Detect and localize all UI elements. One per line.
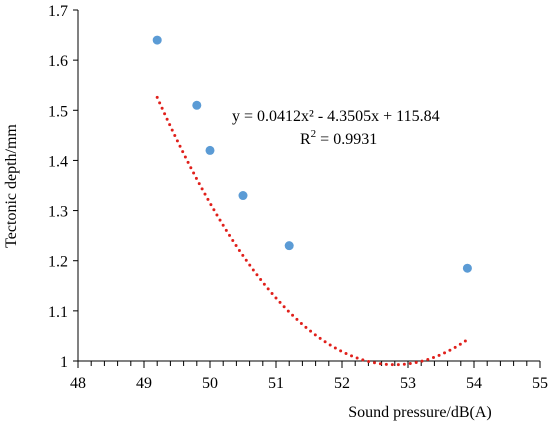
data-point — [238, 191, 248, 201]
r-squared-label: R2 = 0.9931 — [300, 128, 377, 148]
y-tick-label: 1.3 — [48, 204, 68, 221]
x-tick-label: 48 — [70, 375, 86, 392]
x-axis-title: Sound pressure/dB(A) — [348, 404, 492, 421]
data-point — [192, 100, 202, 110]
x-tick-label: 54 — [466, 375, 482, 392]
y-axis-ticks: 1 1.1 1.2 1.3 1.4 1.5 1.6 1.7 — [48, 3, 78, 371]
y-axis-title: Tectonic depth/mm — [3, 124, 20, 248]
x-axis-ticks: 48 49 50 51 52 53 54 55 — [70, 361, 548, 392]
x-tick-label: 51 — [268, 375, 284, 392]
x-tick-label: 49 — [136, 375, 152, 392]
x-tick-label: 55 — [532, 375, 548, 392]
data-point — [462, 263, 472, 273]
trendline-equation: y = 0.0412x² - 4.3505x + 115.84 — [232, 108, 440, 125]
x-tick-label: 50 — [202, 375, 218, 392]
data-point — [284, 241, 294, 251]
y-tick-label: 1.2 — [48, 254, 68, 271]
y-tick-label: 1.5 — [48, 103, 68, 120]
x-tick-label: 52 — [334, 375, 350, 392]
trendline — [155, 95, 469, 367]
y-tick-label: 1 — [60, 354, 68, 371]
y-tick-label: 1.7 — [48, 3, 68, 20]
data-point — [205, 145, 215, 155]
trendline-curve — [155, 95, 469, 367]
y-tick-label: 1.4 — [48, 153, 68, 170]
y-tick-label: 1.1 — [48, 304, 68, 321]
data-point — [152, 35, 162, 45]
axes — [77, 10, 540, 362]
data-points — [152, 35, 472, 273]
y-tick-label: 1.6 — [48, 53, 68, 70]
x-tick-label: 53 — [400, 375, 416, 392]
